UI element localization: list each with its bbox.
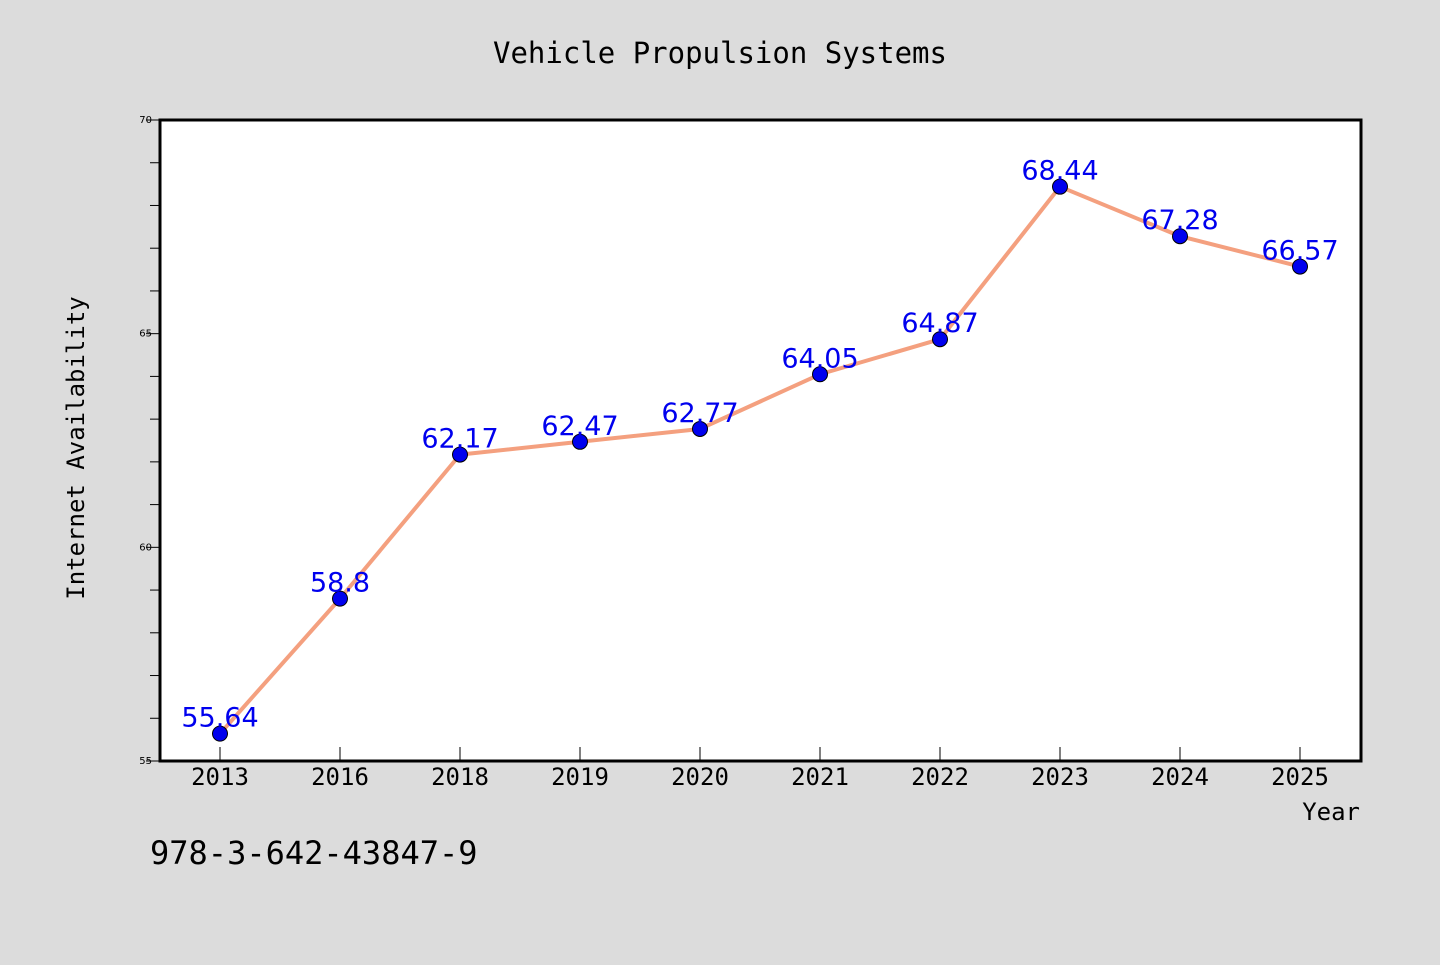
data-point [692, 420, 708, 437]
x-tick-label: 2021 [791, 763, 849, 791]
x-tick-label: 2020 [671, 763, 729, 791]
chart-title: Vehicle Propulsion Systems [493, 36, 947, 70]
series-markers [212, 178, 1308, 742]
data-point [332, 590, 348, 607]
data-label: 62.17 [421, 424, 498, 455]
plot-frame [158, 118, 1363, 763]
data-label: 64.05 [781, 343, 858, 374]
x-tick-label: 2025 [1271, 763, 1329, 791]
data-point [452, 446, 468, 463]
data-label: 62.77 [661, 398, 738, 429]
x-axis-ticks: 2013 2016 2018 2019 2020 2021 2022 2023 2024 2025 [191, 747, 1329, 791]
data-point [932, 331, 948, 348]
data-labels: 55.64 58.8 62.17 62.47 62.77 64.05 64.87 68.44 6… [181, 156, 1338, 734]
data-point [1292, 258, 1308, 275]
x-axis-label: Year [1302, 798, 1360, 826]
x-tick-label: 2019 [551, 763, 609, 791]
data-label: 66.57 [1261, 236, 1338, 267]
data-label: 62.47 [541, 411, 618, 442]
data-point [1172, 228, 1188, 245]
y-tick-label: 70 [139, 115, 152, 126]
data-label: 55.64 [181, 703, 258, 734]
data-point [572, 433, 588, 450]
y-axis-ticks: 55 60 65 70 [139, 115, 160, 767]
y-axis-label: Internet Availability [62, 296, 90, 599]
data-label: 58.8 [310, 568, 370, 599]
data-label: 68.44 [1021, 156, 1098, 187]
x-tick-label: 2024 [1151, 763, 1209, 791]
x-tick-label: 2013 [191, 763, 249, 791]
x-tick-label: 2018 [431, 763, 489, 791]
data-label: 64.87 [901, 308, 978, 339]
x-tick-label: 2022 [911, 763, 969, 791]
y-tick-label: 60 [139, 542, 152, 553]
data-point [212, 725, 228, 742]
series-line [218, 184, 1301, 735]
data-label: 67.28 [1141, 205, 1218, 236]
x-tick-label: 2016 [311, 763, 369, 791]
data-point [812, 366, 828, 383]
y-tick-label: 65 [139, 329, 152, 340]
isbn-text: 978-3-642-43847-9 [150, 834, 478, 872]
x-tick-label: 2023 [1031, 763, 1089, 791]
data-point [1052, 178, 1068, 195]
y-tick-label: 55 [139, 756, 152, 767]
